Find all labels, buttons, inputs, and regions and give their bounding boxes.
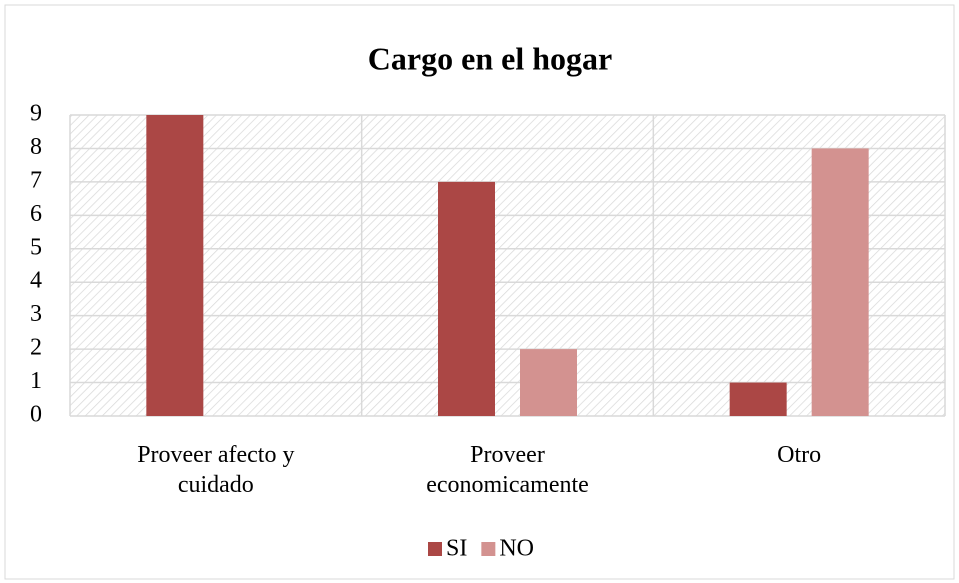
bar (438, 181, 495, 416)
y-tick-label: 3 (30, 301, 42, 327)
y-tick-label: 9 (30, 101, 42, 127)
bar (811, 148, 869, 416)
plot-area (70, 115, 945, 416)
legend-label: NO (499, 536, 534, 562)
x-tick-label: Otro (777, 442, 822, 468)
y-tick-label: 7 (30, 167, 42, 193)
y-tick-label: 8 (30, 134, 42, 160)
bar (520, 349, 577, 416)
bar (146, 115, 204, 416)
chart-title: Cargo en el hogar (368, 40, 612, 76)
x-tick-label: Proveer afecto y cuidado (137, 442, 295, 498)
x-tick-label: Proveer economicamente (426, 442, 589, 498)
y-tick-label: 2 (30, 335, 42, 361)
legend-label: SI (446, 536, 467, 562)
y-tick-label: 0 (30, 402, 42, 428)
y-tick-label: 5 (30, 234, 42, 260)
legend-swatch (428, 542, 442, 556)
bar (729, 382, 787, 416)
y-tick-label: 4 (30, 268, 42, 294)
y-tick-label: 6 (30, 201, 42, 227)
y-tick-label: 1 (30, 368, 42, 394)
legend-swatch (481, 542, 496, 556)
